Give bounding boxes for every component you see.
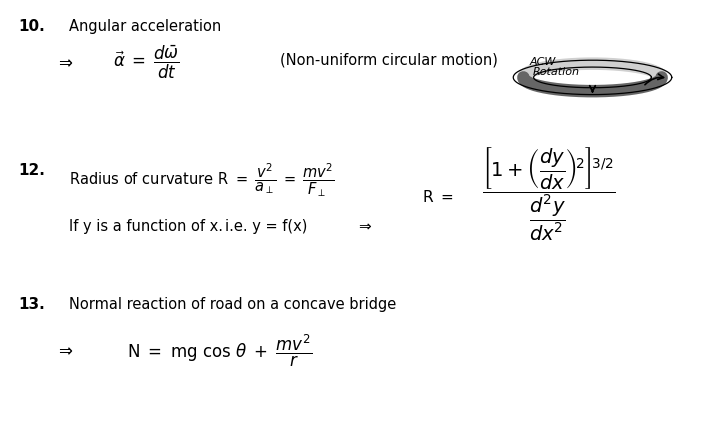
Text: 12.: 12. [18,163,45,178]
Text: R $=$: R $=$ [422,188,453,205]
Text: i.e. y = f(x): i.e. y = f(x) [225,219,308,234]
Text: 10.: 10. [18,19,45,34]
Text: Normal reaction of road on a concave bridge: Normal reaction of road on a concave bri… [69,297,396,312]
Text: $\dfrac{\left[1+\left(\dfrac{dy}{dx}\right)^{\!2}\right]^{\!3/2}}{\dfrac{d^2y}{d: $\dfrac{\left[1+\left(\dfrac{dy}{dx}\rig… [482,146,616,243]
Text: $\Rightarrow$: $\Rightarrow$ [55,53,73,71]
Text: Rotation: Rotation [533,67,580,77]
Text: Angular acceleration: Angular acceleration [69,19,221,34]
Text: (Non-uniform circular motion): (Non-uniform circular motion) [280,53,498,68]
Text: ACW: ACW [529,57,555,68]
Text: $\Rightarrow$: $\Rightarrow$ [55,341,73,359]
Text: 13.: 13. [18,297,45,312]
Text: If y is a function of x.: If y is a function of x. [69,219,223,234]
Text: N $=$ mg cos $\theta\;+\;\dfrac{mv^2}{r}$: N $=$ mg cos $\theta\;+\;\dfrac{mv^2}{r}… [127,332,313,369]
Text: $\Rightarrow$: $\Rightarrow$ [356,217,373,232]
Text: $\vec{\alpha}\;=\;\dfrac{d\bar{\omega}}{dt}$: $\vec{\alpha}\;=\;\dfrac{d\bar{\omega}}{… [113,44,180,81]
Text: Radius of curvature R $=\;\dfrac{v^2}{a_\perp}\;=\;\dfrac{mv^2}{F_\perp}$: Radius of curvature R $=\;\dfrac{v^2}{a_… [69,161,335,199]
